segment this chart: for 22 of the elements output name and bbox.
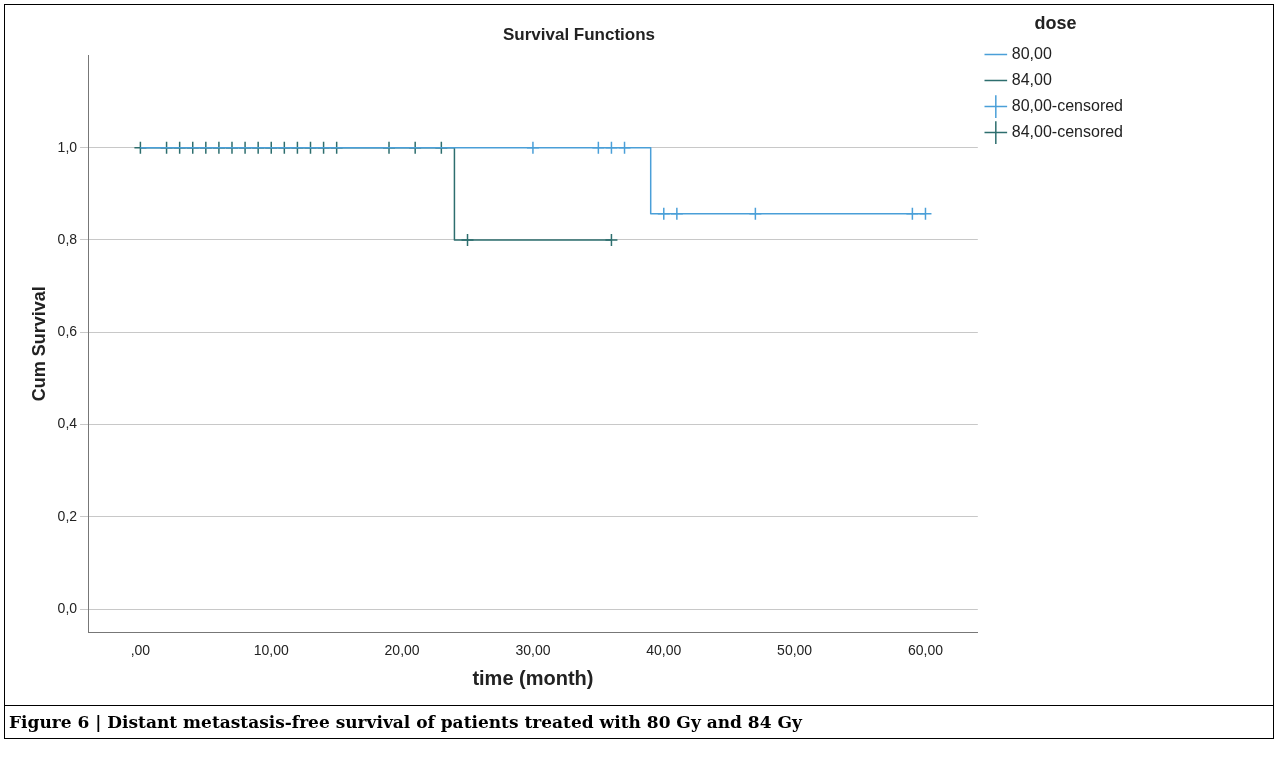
y-tick-label: 0,6 (57, 323, 78, 340)
x-tick-label: ,00 (130, 642, 151, 659)
y-tick-label: 0,4 (57, 415, 78, 432)
legend-label: 80,00-censored (1011, 97, 1123, 115)
y-tick-label: 1,0 (57, 138, 78, 155)
y-tick-label: 0,0 (57, 599, 78, 616)
x-axis-title: time (month) (472, 666, 594, 689)
legend-label: 84,00-censored (1011, 123, 1123, 141)
x-tick-label: 50,00 (777, 642, 813, 659)
legend-title: dose (1034, 12, 1077, 33)
x-tick-label: 60,00 (907, 642, 944, 659)
legend-label: 84,00 (1011, 71, 1052, 89)
x-tick-label: 40,00 (646, 642, 682, 659)
x-tick-label: 10,00 (253, 642, 289, 659)
legend-label: 80,00 (1011, 45, 1052, 63)
y-tick-label: 0,2 (57, 507, 78, 524)
x-tick-label: 30,00 (515, 642, 551, 659)
x-tick-label: 20,00 (384, 642, 420, 659)
caption: Figure 6 | Distant metastasis-free survival of patients treated with 80 Gy and 84 Gy (5, 705, 1273, 738)
chart-title: Survival Functions (502, 24, 656, 44)
y-tick-label: 0,8 (57, 230, 78, 247)
y-axis-title: Cum Survival (28, 286, 49, 402)
